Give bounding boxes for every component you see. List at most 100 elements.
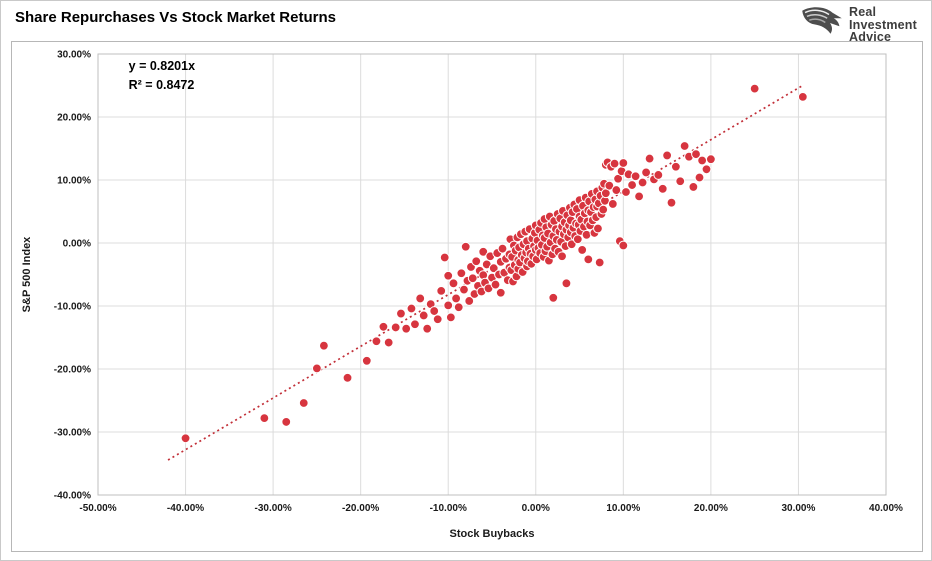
data-point [630, 171, 641, 182]
y-tick-label: -10.00% [54, 302, 91, 313]
data-point [688, 182, 699, 192]
data-point [361, 355, 372, 366]
data-point [456, 268, 467, 279]
data-point [691, 149, 701, 160]
data-point [607, 199, 618, 209]
data-point [572, 234, 583, 245]
x-axis-title: Stock Buybacks [450, 528, 535, 540]
data-point [490, 279, 501, 290]
data-point [797, 91, 808, 102]
data-point [694, 172, 705, 183]
data-point [378, 321, 389, 332]
data-point [670, 161, 681, 172]
data-point [406, 303, 417, 314]
data-point [548, 292, 559, 303]
y-tick-label: -20.00% [54, 365, 91, 376]
data-point [390, 322, 401, 333]
brand-line-3: Advice [849, 30, 892, 44]
x-tick-label: -30.00% [254, 503, 291, 514]
data-point [583, 254, 594, 265]
data-point [497, 243, 508, 254]
data-point [432, 314, 443, 325]
data-point [443, 300, 454, 311]
data-point [443, 270, 454, 281]
x-tick-label: -50.00% [79, 503, 116, 514]
eagle-logo-icon [801, 6, 843, 43]
data-point [697, 155, 708, 166]
data-point [342, 372, 353, 383]
data-point [611, 185, 622, 195]
data-point [298, 398, 309, 408]
brand-line-2: Investment [849, 17, 917, 32]
data-point [594, 257, 605, 268]
data-point [259, 413, 270, 424]
regression-annotation: R² = 0.8472 [129, 78, 195, 92]
data-point [467, 273, 478, 284]
data-point [701, 164, 712, 175]
data-point [488, 263, 499, 274]
data-point [471, 256, 482, 267]
data-point [459, 284, 469, 295]
data-point [593, 223, 603, 234]
data-point [495, 287, 506, 298]
x-tick-label: 40.00% [869, 503, 903, 514]
y-tick-label: 30.00% [57, 50, 91, 61]
data-point [445, 312, 456, 323]
x-tick-label: -40.00% [167, 503, 204, 514]
y-tick-label: 20.00% [57, 113, 91, 124]
data-point [436, 285, 447, 296]
y-tick-label: -30.00% [54, 428, 91, 439]
data-point [396, 308, 406, 319]
y-tick-label: 0.00% [63, 239, 91, 250]
data-point [675, 176, 686, 187]
x-tick-label: 10.00% [606, 503, 640, 514]
data-point [666, 197, 677, 208]
y-axis-title: S&P 500 Index [21, 236, 33, 312]
data-point [557, 251, 567, 262]
plot-border [97, 53, 887, 496]
regression-annotation: y = 0.8201x [129, 59, 195, 73]
data-point [410, 319, 420, 330]
data-point [422, 323, 433, 334]
data-point [662, 150, 673, 161]
data-point [618, 158, 629, 168]
data-point [627, 180, 637, 190]
data-point [311, 363, 322, 374]
data-point [705, 154, 716, 165]
data-point [451, 293, 462, 304]
data-point [577, 245, 588, 255]
data-point [371, 336, 382, 347]
data-point [429, 306, 440, 316]
brand-line-1: Real [849, 5, 877, 19]
y-tick-label: 10.00% [57, 176, 91, 187]
data-point [618, 240, 629, 251]
data-point [478, 246, 489, 257]
trend-line [167, 84, 804, 461]
data-point [415, 293, 426, 304]
y-tick-label: -40.00% [54, 491, 91, 502]
data-point [609, 158, 620, 169]
data-point [180, 433, 191, 444]
data-point [637, 177, 648, 188]
data-point [679, 141, 690, 151]
data-point [657, 183, 668, 194]
chart-area: -50.00% -40.00% -30.00% -20.00% -10.00% 0.00%… [11, 41, 923, 552]
x-tick-label: 20.00% [694, 503, 728, 514]
data-point [604, 180, 615, 191]
data-point [561, 278, 572, 289]
data-point [460, 241, 471, 252]
data-point [644, 153, 655, 164]
data-point [448, 278, 459, 289]
data-point [318, 340, 329, 351]
data-point [439, 252, 450, 263]
scatter-chart: -50.00% -40.00% -30.00% -20.00% -10.00% 0.00%… [21, 50, 903, 541]
x-tick-label: 0.00% [522, 503, 550, 514]
data-point [653, 170, 664, 180]
data-point [418, 310, 429, 321]
data-point [464, 296, 475, 306]
data-point [581, 229, 592, 240]
data-point [749, 83, 760, 94]
brand-logo: Real Investment Advice [801, 6, 917, 44]
data-point [598, 204, 609, 215]
